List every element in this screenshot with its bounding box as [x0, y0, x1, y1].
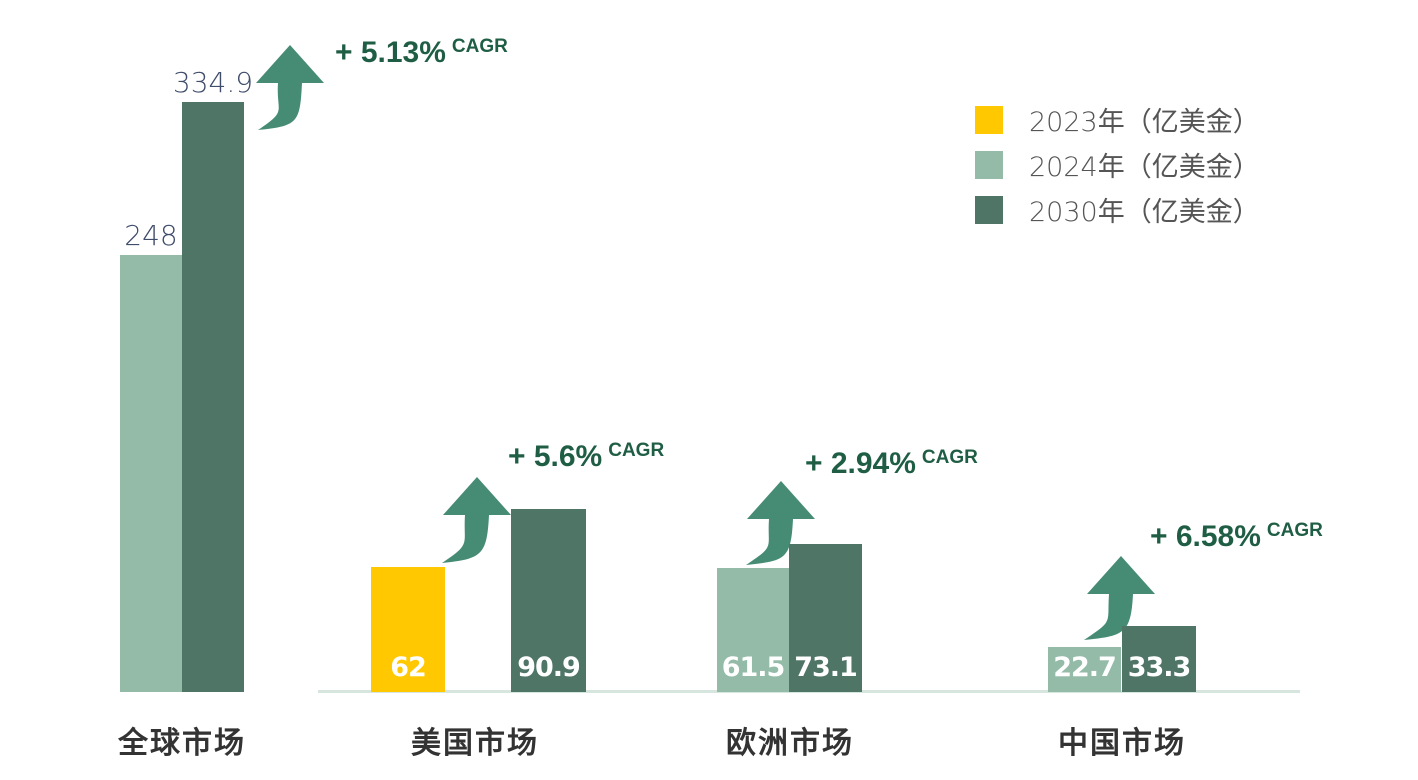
legend-swatch: [975, 195, 1003, 224]
cagr-value: + 5.6%: [508, 440, 603, 473]
bar-value-label: 90.9: [517, 652, 581, 683]
cagr-arrow-icon: [746, 481, 815, 565]
bar: [371, 567, 445, 692]
bar: [182, 101, 244, 692]
category-label: 中国市场: [1058, 726, 1186, 761]
cagr-unit: CAGR: [451, 36, 508, 57]
bar-value-label: 62: [390, 652, 427, 683]
legend-label: 2030年（亿美金）: [1029, 197, 1260, 228]
legend-label: 2024年（亿美金）: [1029, 152, 1260, 183]
cagr-value: + 6.58%: [1150, 520, 1261, 553]
legend-item: 2024年（亿美金）: [975, 145, 1260, 184]
bar: [1122, 626, 1196, 692]
legend-swatch: [975, 105, 1003, 134]
bar-value-label: 22.7: [1053, 652, 1117, 683]
category-label: 欧洲市场: [726, 726, 854, 761]
bar: [717, 567, 789, 692]
category-label: 美国市场: [411, 726, 539, 761]
cagr-label: + 2.94% CAGR: [805, 447, 978, 481]
cagr-value: + 2.94%: [805, 447, 916, 480]
cagr-unit: CAGR: [608, 440, 665, 461]
legend-label: 2023年（亿美金）: [1029, 107, 1260, 138]
cagr-arrow-icon: [442, 477, 511, 563]
bar-value-label: 334.9: [172, 65, 254, 99]
cagr-arrow-icon: [1084, 556, 1155, 640]
legend-item: 2030年（亿美金）: [975, 190, 1260, 229]
bar: [1048, 647, 1121, 692]
cagr-unit: CAGR: [921, 447, 978, 468]
bar-value-label: 248: [124, 219, 178, 253]
cagr-label: + 6.58% CAGR: [1150, 520, 1323, 554]
cagr-label: + 5.13% CAGR: [335, 36, 508, 70]
bar-value-label: 61.5: [721, 652, 786, 683]
bar: [511, 509, 586, 692]
cagr-value: + 5.13%: [335, 36, 446, 69]
legend-item: 2023年（亿美金）: [975, 100, 1260, 139]
bar: [789, 544, 862, 692]
legend-swatch: [975, 150, 1003, 179]
category-label: 全球市场: [118, 726, 246, 761]
bar-value-label: 33.3: [1127, 652, 1192, 683]
cagr-unit: CAGR: [1266, 520, 1323, 541]
cagr-arrow-icon: [256, 45, 324, 130]
cagr-label: + 5.6% CAGR: [508, 440, 664, 474]
bar: [120, 255, 182, 692]
bar-value-label: 73.1: [794, 652, 858, 683]
